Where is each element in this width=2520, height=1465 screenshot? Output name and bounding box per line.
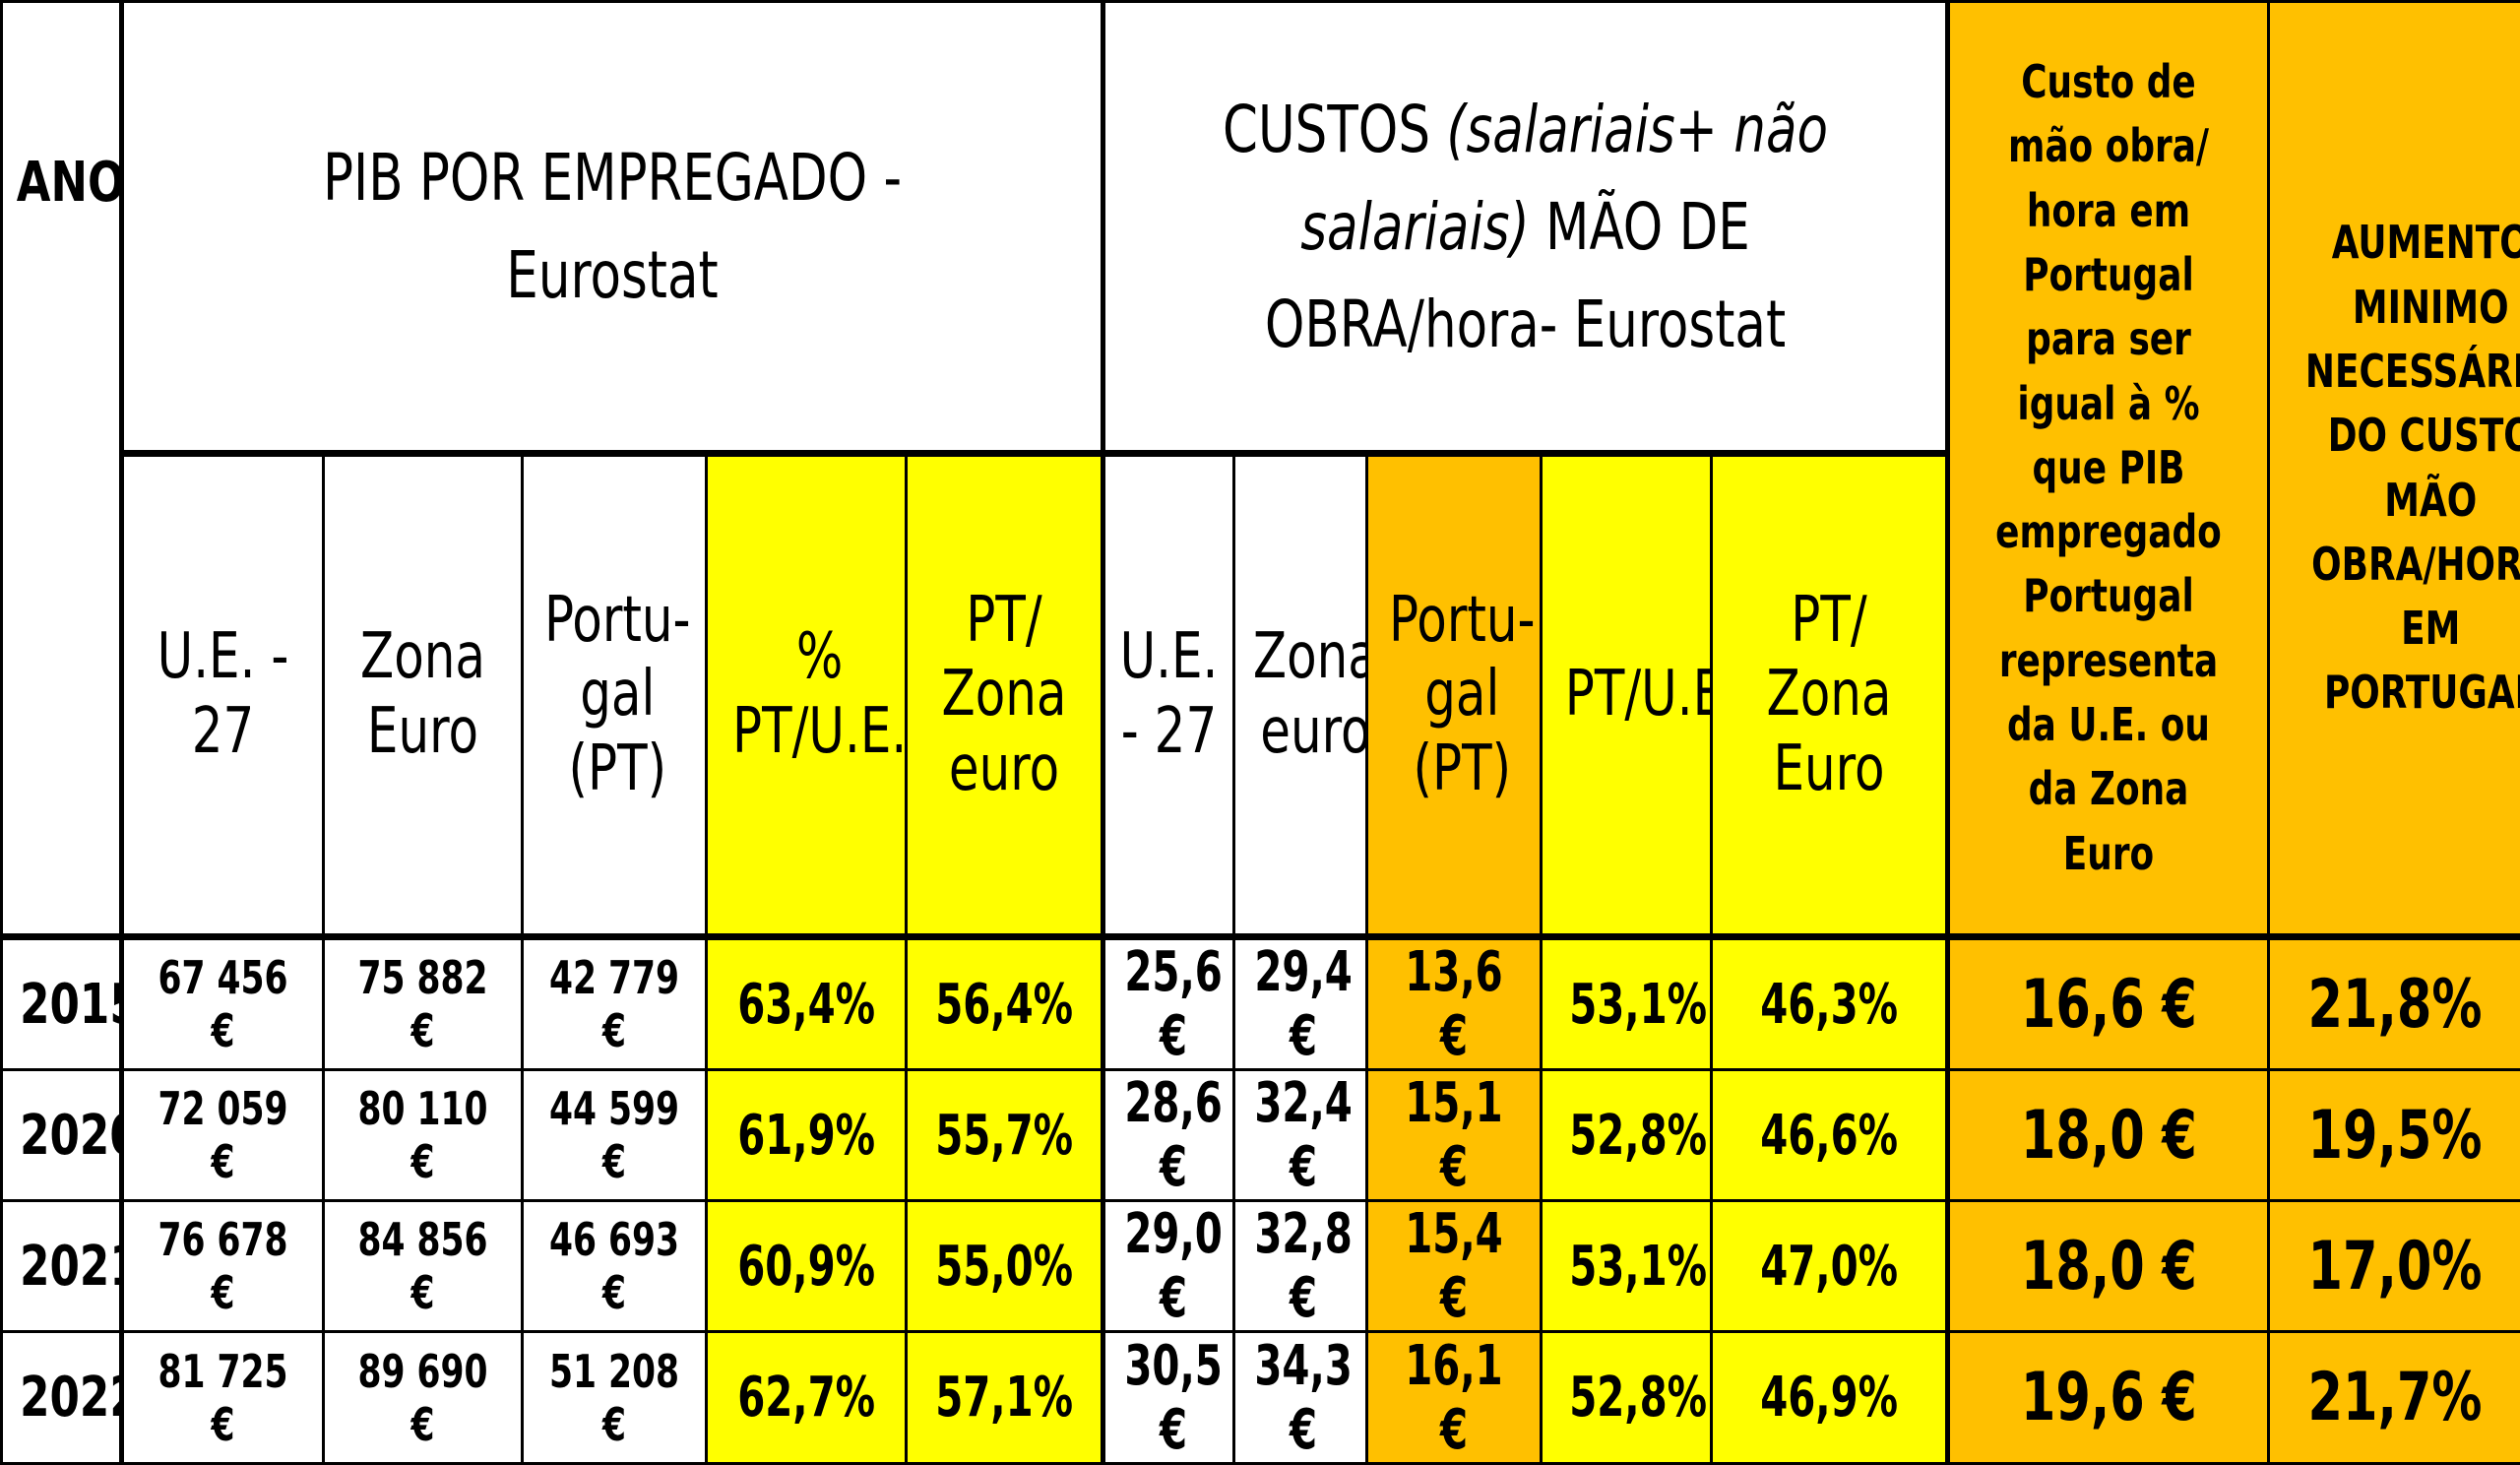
- cell-pib-ze: 80 110 €: [324, 1070, 523, 1201]
- cell-pib-ze: 89 690 €: [324, 1332, 523, 1464]
- cell-custos-ze: 32,4 €: [1234, 1070, 1367, 1201]
- cell-aumento: 21,7%: [2269, 1332, 2520, 1464]
- col-custos-pct-ze: PT/ Zona Euro: [1712, 454, 1948, 937]
- cell-pib-pt: 42 779 €: [523, 937, 707, 1070]
- cell-pib-ue: 81 725 €: [122, 1332, 324, 1464]
- cell-custos-ue: 28,6 €: [1103, 1070, 1234, 1201]
- custos-group-header: CUSTOS (salariais+ não salariais) MÃO DE…: [1103, 2, 1948, 454]
- col-pib-pct-ue: % PT/U.E.: [707, 454, 907, 937]
- cell-pib-ue: 72 059 €: [122, 1070, 324, 1201]
- cell-pib-pct-ze: 55,7%: [907, 1070, 1103, 1201]
- row-year: 2022: [2, 1332, 122, 1464]
- cell-custos-pt: 15,4 €: [1367, 1201, 1542, 1332]
- cell-pib-pct-ue: 60,9%: [707, 1201, 907, 1332]
- row-year: 2021: [2, 1201, 122, 1332]
- table-row: 2022 81 725 € 89 690 € 51 208 € 62,7% 57…: [2, 1332, 2520, 1464]
- col-custos-ue: U.E. - 27: [1103, 454, 1234, 937]
- cell-custos-pt: 16,1 €: [1367, 1332, 1542, 1464]
- cell-pib-ue: 76 678 €: [122, 1201, 324, 1332]
- cell-custo-igual: 18,0 €: [1948, 1070, 2269, 1201]
- cell-custos-pct-ue: 53,1%: [1542, 937, 1712, 1070]
- cell-custos-pt: 15,1 €: [1367, 1070, 1542, 1201]
- cell-custo-igual: 16,6 €: [1948, 937, 2269, 1070]
- cell-custos-ze: 29,4 €: [1234, 937, 1367, 1070]
- cell-pib-pct-ue: 61,9%: [707, 1070, 907, 1201]
- ano-label: ANO: [17, 151, 122, 215]
- cell-custos-pct-ue: 52,8%: [1542, 1070, 1712, 1201]
- cell-pib-pt: 51 208 €: [523, 1332, 707, 1464]
- table-row: 2015 67 456 € 75 882 € 42 779 € 63,4% 56…: [2, 937, 2520, 1070]
- row-year: 2015: [2, 937, 122, 1070]
- cell-aumento: 21,8%: [2269, 937, 2520, 1070]
- col-custos-ze: Zona euro: [1234, 454, 1367, 937]
- cell-custos-pct-ze: 46,9%: [1712, 1332, 1948, 1464]
- col-custos-pct-ue: PT/U.E: [1542, 454, 1712, 937]
- cell-custos-ze: 34,3 €: [1234, 1332, 1367, 1464]
- col-pib-pct-ze: PT/ Zona euro: [907, 454, 1103, 937]
- cell-custo-igual: 19,6 €: [1948, 1332, 2269, 1464]
- note-aumento-label: AUMENTO MINIMO NECESSÁRIO DO CUSTO MÃO O…: [2305, 211, 2520, 726]
- custos-group-label: CUSTOS (salariais+ não salariais) MÃO DE…: [1198, 81, 1853, 373]
- note-custo-header: Custo de mão obra/ hora em Portugal para…: [1948, 2, 2269, 937]
- cell-aumento: 17,0%: [2269, 1201, 2520, 1332]
- cell-custos-pct-ue: 53,1%: [1542, 1201, 1712, 1332]
- table-row: 2021 76 678 € 84 856 € 46 693 € 60,9% 55…: [2, 1201, 2520, 1332]
- cell-custo-igual: 18,0 €: [1948, 1201, 2269, 1332]
- cell-custos-pct-ue: 52,8%: [1542, 1332, 1712, 1464]
- cell-custos-ue: 25,6 €: [1103, 937, 1234, 1070]
- col-custos-pt: Portu-gal (PT): [1367, 454, 1542, 937]
- col-pib-pt: Portu-gal (PT): [523, 454, 707, 937]
- cell-custos-pt: 13,6 €: [1367, 937, 1542, 1070]
- cell-custos-pct-ze: 46,6%: [1712, 1070, 1948, 1201]
- cell-pib-ze: 84 856 €: [324, 1201, 523, 1332]
- pib-group-label: PIB POR EMPREGADO - Eurostat: [231, 129, 993, 324]
- cell-custos-ze: 32,8 €: [1234, 1201, 1367, 1332]
- cell-pib-pct-ze: 55,0%: [907, 1201, 1103, 1332]
- table-row: 2020 72 059 € 80 110 € 44 599 € 61,9% 55…: [2, 1070, 2520, 1201]
- ano-header: ANO: [2, 2, 122, 937]
- col-pib-ze: Zona Euro: [324, 454, 523, 937]
- cell-custos-ue: 30,5 €: [1103, 1332, 1234, 1464]
- note-aumento-header: AUMENTO MINIMO NECESSÁRIO DO CUSTO MÃO O…: [2269, 2, 2520, 937]
- cell-custos-pct-ze: 47,0%: [1712, 1201, 1948, 1332]
- cell-pib-ze: 75 882 €: [324, 937, 523, 1070]
- cell-pib-ue: 67 456 €: [122, 937, 324, 1070]
- cell-pib-pt: 46 693 €: [523, 1201, 707, 1332]
- col-pib-ue: U.E. - 27: [122, 454, 324, 937]
- cell-pib-pct-ze: 57,1%: [907, 1332, 1103, 1464]
- note-custo-label: Custo de mão obra/ hora em Portugal para…: [1985, 50, 2233, 886]
- cell-custos-pct-ze: 46,3%: [1712, 937, 1948, 1070]
- row-year: 2020: [2, 1070, 122, 1201]
- pib-group-header: PIB POR EMPREGADO - Eurostat: [122, 2, 1103, 454]
- cell-pib-pct-ue: 62,7%: [707, 1332, 907, 1464]
- cell-pib-pct-ze: 56,4%: [907, 937, 1103, 1070]
- cell-pib-pct-ue: 63,4%: [707, 937, 907, 1070]
- cell-aumento: 19,5%: [2269, 1070, 2520, 1201]
- cell-custos-ue: 29,0 €: [1103, 1201, 1234, 1332]
- cell-pib-pt: 44 599 €: [523, 1070, 707, 1201]
